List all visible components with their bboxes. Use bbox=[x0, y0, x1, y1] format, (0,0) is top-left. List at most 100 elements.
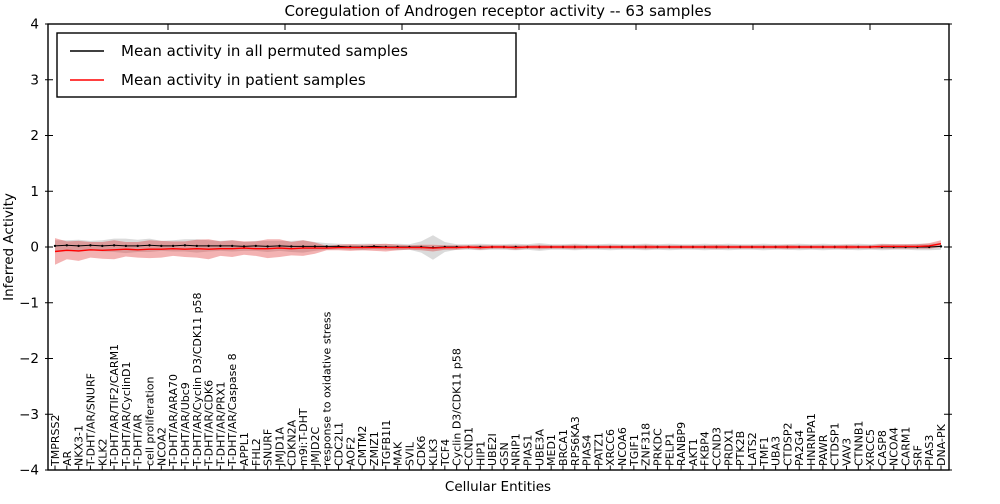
permuted-mean-marker bbox=[325, 245, 328, 248]
x-tick-label: ZNF318 bbox=[640, 423, 653, 466]
patient-mean-line bbox=[54, 243, 942, 253]
x-tick-label: CCND3 bbox=[711, 427, 724, 466]
x-tick-label: NCOA2 bbox=[155, 427, 168, 466]
x-tick-label: NCOA6 bbox=[616, 427, 629, 466]
y-tick-label: 0 bbox=[30, 240, 39, 256]
patient-band bbox=[55, 238, 941, 265]
y-tick-label: −4 bbox=[19, 463, 39, 479]
mean-lines bbox=[53, 243, 943, 253]
x-tick-label: response to oxidative stress bbox=[321, 311, 334, 466]
x-tick-label: PRKDC bbox=[652, 428, 665, 466]
legend-label-permuted: Mean activity in all permuted samples bbox=[121, 42, 408, 60]
x-tick-label: ZMIZ1 bbox=[368, 431, 381, 466]
x-tick-label: UBE3A bbox=[533, 428, 546, 466]
x-tick-label: AR bbox=[61, 450, 74, 466]
permuted-mean-marker bbox=[939, 245, 943, 248]
x-tick-label: PTK2B bbox=[734, 431, 747, 466]
x-tick-label: T-DHT/AR/Cyclin D3/CDK11 p58 bbox=[191, 292, 204, 467]
x-tick-label: CASP8 bbox=[876, 430, 889, 466]
x-tick-label: NCOA4 bbox=[888, 427, 901, 466]
y-tick-label: −1 bbox=[19, 295, 39, 311]
x-tick-label: T-DHT/AR/ARA70 bbox=[167, 374, 180, 467]
permuted-mean-marker bbox=[254, 244, 257, 248]
x-tick-label: T-DHT/AR/Caspase 8 bbox=[226, 353, 239, 467]
x-tick-label: HNRNPA1 bbox=[805, 413, 818, 466]
x-tick-label: T-DHT/AR/SNURF bbox=[84, 373, 97, 467]
x-tick-label: PIAS4 bbox=[581, 435, 594, 466]
x-tick-label: NRIP1 bbox=[510, 433, 523, 466]
x-tick-label: m9i:T-DHT bbox=[297, 408, 310, 466]
x-tick-label: AOF2 bbox=[344, 437, 357, 466]
x-tick-label: PAWR bbox=[817, 434, 830, 466]
x-tick-label: PELP1 bbox=[663, 433, 676, 466]
permuted-mean-marker bbox=[219, 244, 222, 248]
x-tick-label: KLK3 bbox=[427, 438, 440, 466]
x-tick-label: VAV3 bbox=[841, 438, 854, 466]
x-tick-label: cell proliferation bbox=[144, 376, 157, 466]
permuted-mean-marker bbox=[278, 244, 281, 248]
x-tick-label: UBA3 bbox=[770, 436, 783, 466]
x-tick-label: MED1 bbox=[545, 434, 558, 466]
x-tick-label: CMTM2 bbox=[356, 426, 369, 466]
x-tick-label: TMPRSS2 bbox=[49, 415, 62, 467]
legend-box bbox=[56, 32, 517, 98]
x-tick-label: SRF bbox=[911, 445, 924, 466]
x-axis-label: Cellular Entities bbox=[445, 479, 551, 495]
legend: Mean activity in all permuted samples Me… bbox=[56, 32, 517, 98]
x-tick-label: JMJD2C bbox=[309, 427, 322, 467]
y-tick-label: −2 bbox=[19, 351, 39, 367]
y-tick-label: 1 bbox=[30, 184, 39, 200]
x-tick-label: T-DHT/AR bbox=[132, 414, 145, 467]
permuted-mean-marker bbox=[313, 245, 317, 248]
x-tick-label: PIAS3 bbox=[923, 435, 936, 466]
permuted-mean-marker bbox=[195, 244, 198, 248]
x-tick-label: MAK bbox=[392, 441, 405, 466]
permuted-mean-marker bbox=[136, 244, 139, 248]
x-tick-label: T-DHT/AR/CDK6 bbox=[203, 380, 216, 467]
x-tick-label: CTNNB1 bbox=[852, 421, 865, 466]
y-axis-label: Inferred Activity bbox=[1, 193, 17, 301]
x-tick-label: T-DHT/AR/Ubc9 bbox=[179, 382, 192, 467]
x-tick-label: JMJD1A bbox=[274, 427, 287, 467]
permuted-mean-marker bbox=[266, 245, 269, 248]
y-tick-label: 4 bbox=[30, 17, 39, 33]
x-tick-label: PIAS1 bbox=[522, 435, 535, 466]
x-tick-label: Cyclin D3/CDK11 p58 bbox=[451, 348, 464, 466]
x-tick-label: GSN bbox=[498, 442, 511, 466]
x-tick-label: CCND1 bbox=[463, 427, 476, 466]
x-tick-label: TGFB1I1 bbox=[380, 420, 393, 467]
x-tick-label: FHL2 bbox=[250, 438, 263, 466]
x-tick-label: UBE2I bbox=[486, 433, 499, 466]
x-tick-label: XRCC6 bbox=[604, 429, 617, 466]
permuted-mean-marker bbox=[65, 244, 69, 247]
permuted-mean-marker bbox=[171, 244, 175, 248]
x-tick-label: CDKN2A bbox=[285, 419, 298, 466]
chart-title: Coregulation of Androgen receptor activi… bbox=[284, 2, 711, 20]
x-tick-label: SVIL bbox=[403, 441, 416, 466]
x-tick-label: SNURF bbox=[262, 429, 275, 466]
x-tick-label: T-DHT/AR/CyclinD1 bbox=[120, 361, 133, 467]
uncertainty-bands bbox=[55, 235, 941, 265]
permuted-mean-marker bbox=[53, 244, 57, 248]
permuted-mean-marker bbox=[101, 244, 104, 248]
permuted-mean-marker bbox=[231, 244, 234, 248]
permuted-mean-marker bbox=[77, 244, 80, 248]
permuted-mean-marker bbox=[148, 244, 151, 247]
x-tick-label: HIP1 bbox=[474, 441, 487, 466]
y-tick-label: 2 bbox=[30, 128, 39, 144]
x-tick-label: CTDSP2 bbox=[781, 423, 794, 466]
x-tick-label: PRDX1 bbox=[722, 429, 735, 466]
x-tick-label: TCF4 bbox=[439, 439, 452, 467]
axis-ticks bbox=[45, 23, 952, 471]
permuted-mean-marker bbox=[112, 244, 116, 247]
x-tick-label: APPL1 bbox=[238, 432, 251, 466]
axis-tick-labels: 4 3 2 1 0 −1 −2 −3 −4 TMPRSS2ARNKX3-1T-DHT/AR/SNU… bbox=[19, 17, 948, 479]
permuted-mean-marker bbox=[89, 244, 92, 247]
permuted-mean-marker bbox=[207, 244, 210, 248]
x-tick-label: AKT1 bbox=[687, 438, 700, 466]
x-tick-label: TMF1 bbox=[758, 436, 771, 467]
y-tick-label: −3 bbox=[19, 407, 39, 423]
permuted-mean-marker bbox=[124, 244, 128, 248]
x-tick-label: RANBP9 bbox=[675, 422, 688, 466]
